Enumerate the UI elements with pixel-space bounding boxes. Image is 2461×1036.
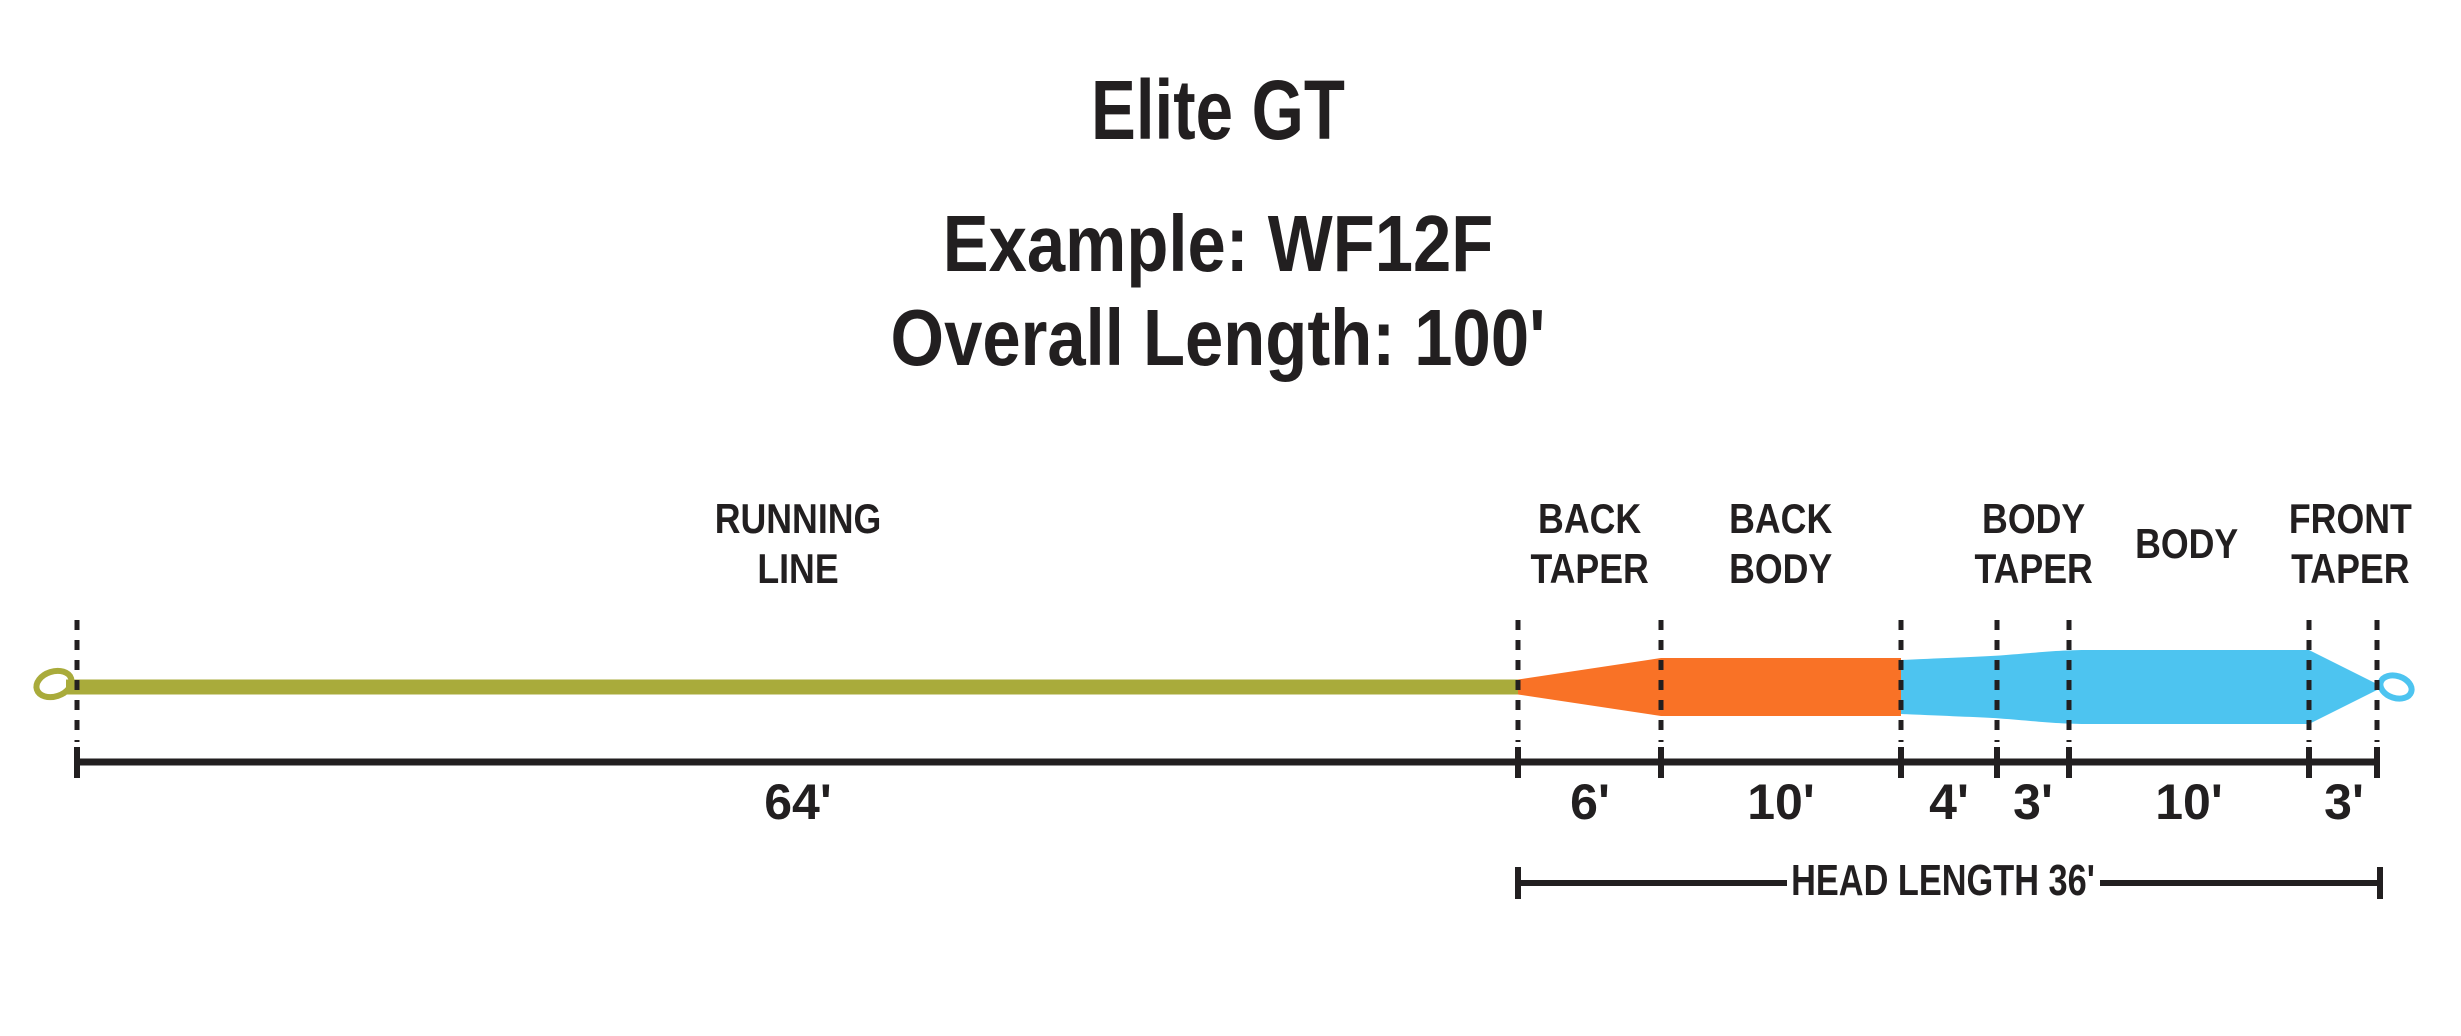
- section-label-back-body: BACK BODY: [1729, 494, 1833, 592]
- back-taper-and-back-body-shape: [1518, 658, 1901, 716]
- ruler-value-running-line: 64': [764, 774, 832, 830]
- ruler-value-body-taper-1: 4': [1929, 774, 1969, 830]
- section-label-body-taper: BODY TAPER: [1974, 494, 2094, 592]
- ruler-value-body: 10': [2155, 774, 2223, 830]
- page-title: Elite GT: [1091, 63, 1345, 157]
- section-divider-dotted-lines: [74, 620, 2380, 742]
- subtitle-example: Example: WF12F: [942, 199, 1494, 288]
- ruler-value-front-taper: 3': [2324, 774, 2364, 830]
- rear-welded-loop: [33, 667, 75, 701]
- section-label-running-line: RUNNING LINE: [714, 494, 882, 592]
- ruler-value-body-taper-2: 3': [2013, 774, 2053, 830]
- head-length-label: HEAD LENGTH 36': [1791, 856, 2095, 905]
- body-and-front-taper-shape: [1901, 650, 2377, 724]
- ruler-value-back-taper: 6': [1570, 774, 1610, 830]
- section-label-front-taper: FRONT TAPER: [2288, 494, 2412, 592]
- ruler-value-back-body: 10': [1747, 774, 1815, 830]
- head-length-bracket: [1515, 867, 2383, 899]
- subtitle-overall-length: Overall Length: 100': [890, 293, 1546, 382]
- section-label-back-taper: BACK TAPER: [1530, 494, 1650, 592]
- running-line-shape: [66, 679, 1518, 695]
- measurement-ruler: [74, 747, 2380, 778]
- section-label-body: BODY: [2135, 519, 2239, 567]
- front-welded-loop: [2377, 672, 2415, 702]
